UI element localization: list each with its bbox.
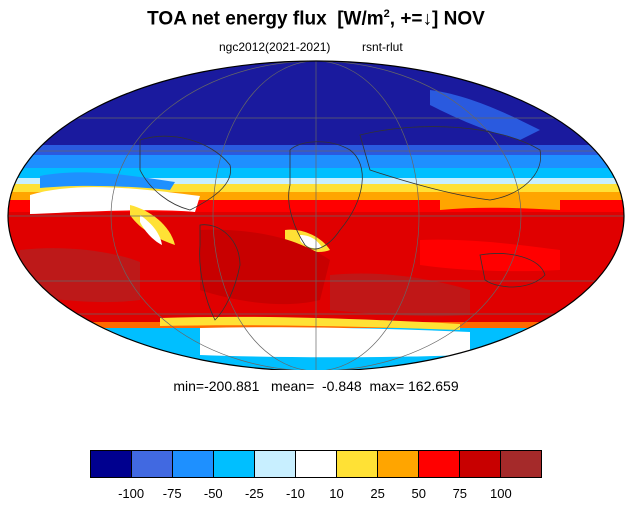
colorbar-tick-label: -25 [244,486,264,501]
colorbar-box [419,451,460,477]
colorbar-box [460,451,501,477]
colorbar-tick-label: 50 [411,486,426,501]
colorbar-tick-label: 10 [329,486,344,501]
plot-title: TOA net energy flux [W/m2, +=↓] NOV [147,8,485,30]
colorbar-box [173,451,214,477]
colorbar-tick-label: 25 [370,486,385,501]
colorbar-tick-label: -75 [162,486,182,501]
case-subtitle: ngc2012(2021-2021) [219,40,331,54]
colorbar-box [337,451,378,477]
colorbar [90,450,542,478]
colorbar-box [132,451,173,477]
colorbar-box [501,451,541,477]
colorbar-box [378,451,419,477]
colorbar-tick-label: -100 [118,486,145,501]
colorbar-box [255,451,296,477]
colorbar-box [91,451,132,477]
colorbar-box [296,451,337,477]
colorbar-box [214,451,255,477]
stats-line: min=-200.881 mean= -0.848 max= 162.659 [173,378,459,394]
colorbar-tick-label: -10 [286,486,305,501]
world-map [7,60,625,370]
colorbar-tick-label: -50 [203,486,223,501]
colorbar-tick-label: 75 [452,486,468,501]
map-outline [7,60,625,370]
variable-subtitle: rsnt-rlut [362,40,403,54]
colorbar-tick-label: 100 [490,486,512,501]
